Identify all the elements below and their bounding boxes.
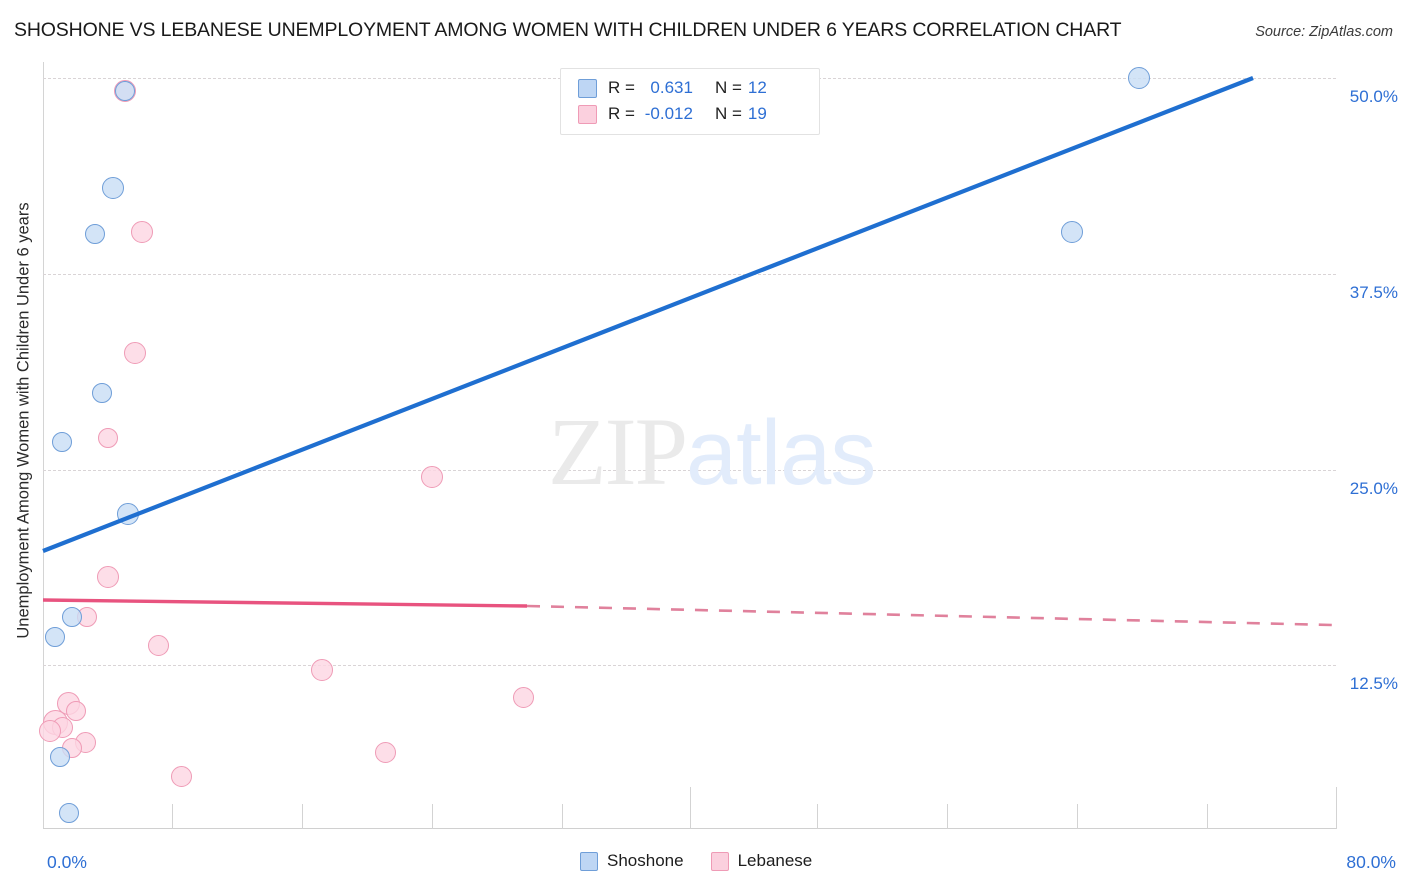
source-label: Source: ZipAtlas.com [1255,24,1393,40]
n-value-lebanese: 19 [747,104,767,123]
data-point-shoshone[interactable] [1128,67,1150,89]
n-label-shoshone: N = [714,78,742,97]
legend-item-lebanese[interactable]: Lebanese [710,851,813,871]
data-point-lebanese[interactable] [39,720,61,742]
swatch-shoshone-icon [578,78,597,98]
data-point-shoshone[interactable] [102,177,124,199]
x-axis-tick [562,804,563,829]
data-point-shoshone[interactable] [115,81,135,101]
x-axis-tick [302,804,303,829]
data-point-lebanese[interactable] [66,701,86,721]
legend-label-shoshone: Shoshone [607,851,684,870]
r-label-shoshone: R = [608,78,635,97]
correlation-stats-legend: R = 0.631 N = 12 R = -0.012 N = 19 [560,68,820,135]
data-point-lebanese[interactable] [97,566,119,588]
gridline [43,274,1336,275]
x-axis-tick [432,804,433,829]
data-point-lebanese[interactable] [131,221,153,243]
data-point-shoshone[interactable] [92,383,112,403]
data-point-lebanese[interactable] [421,466,443,488]
r-value-shoshone: 0.631 [650,78,693,97]
plot-area [39,62,1337,829]
x-axis-tick [947,804,948,829]
r-value-lebanese: -0.012 [644,104,693,123]
y-axis-title: Unemployment Among Women with Children U… [14,202,33,639]
data-point-lebanese[interactable] [147,634,169,656]
x-axis-tick-major [690,787,691,829]
data-point-lebanese[interactable] [311,659,333,681]
x-axis-tick-major [1336,787,1337,829]
y-axis-tick-label: 12.5% [1349,674,1398,693]
x-axis-tick [172,804,173,829]
x-axis-min-label: 0.0% [47,852,87,872]
data-point-lebanese[interactable] [374,741,396,763]
x-axis-tick [1207,804,1208,829]
page-title: SHOSHONE VS LEBANESE UNEMPLOYMENT AMONG … [14,19,1122,41]
stats-row-shoshone: R = 0.631 N = 12 [578,75,767,101]
x-axis-max-label: 80.0% [1346,852,1396,872]
gridline [43,470,1336,471]
data-point-lebanese[interactable] [98,428,118,448]
data-point-lebanese[interactable] [512,686,534,708]
legend-item-shoshone[interactable]: Shoshone [580,851,684,871]
n-label-lebanese: N = [714,104,742,123]
stats-row-lebanese: R = -0.012 N = 19 [578,101,767,127]
legend-label-lebanese: Lebanese [737,851,813,870]
y-axis-tick-label: 50.0% [1349,87,1398,106]
data-point-lebanese[interactable] [124,342,146,364]
series-legend: Shoshone Lebanese [580,851,830,871]
r-label-lebanese: R = [608,104,635,123]
data-point-lebanese[interactable] [170,765,192,787]
data-point-shoshone[interactable] [1061,221,1083,243]
legend-swatch-shoshone-icon [580,851,598,871]
data-point-shoshone[interactable] [50,747,70,767]
data-point-shoshone[interactable] [52,432,72,452]
data-point-shoshone[interactable] [117,503,139,525]
legend-swatch-lebanese-icon [710,851,729,871]
n-value-shoshone: 12 [747,78,767,97]
x-axis-tick [1077,804,1078,829]
data-point-shoshone[interactable] [59,803,79,823]
data-point-shoshone[interactable] [85,224,105,244]
swatch-lebanese-icon [578,104,597,124]
y-axis-tick-label: 25.0% [1349,479,1398,498]
x-axis-tick [817,804,818,829]
data-point-shoshone[interactable] [62,607,82,627]
data-point-shoshone[interactable] [45,627,65,647]
gridline [43,665,1336,666]
y-axis-tick-label: 37.5% [1349,283,1398,302]
